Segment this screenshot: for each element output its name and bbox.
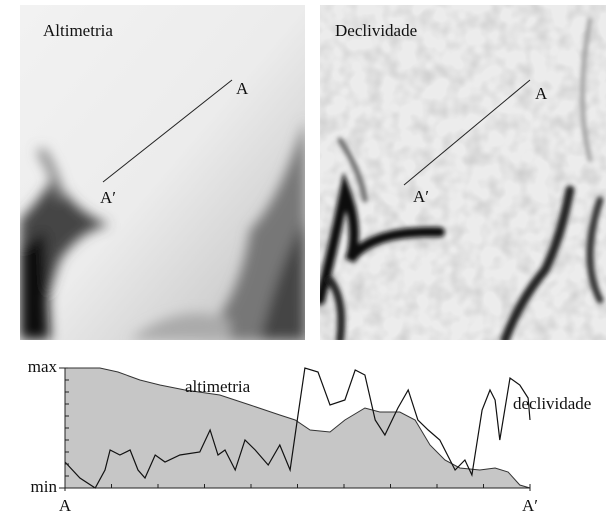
profile-chart: altimetria declividade min max A A′ [28, 357, 592, 515]
declividade-map [320, 5, 606, 340]
series-label: declividade [513, 394, 591, 413]
x-tick-label: A′ [522, 496, 538, 515]
point-label: A [236, 79, 249, 98]
point-label: A′ [413, 187, 429, 206]
panel-title: Declividade [335, 21, 417, 40]
point-label: A′ [100, 188, 116, 207]
y-tick-label: max [28, 357, 58, 376]
series-label: altimetria [185, 377, 251, 396]
altimetria-map [20, 5, 305, 340]
area-outline [65, 367, 531, 489]
y-tick-label: min [31, 477, 58, 496]
panel-title: Altimetria [43, 21, 113, 40]
point-label: A [535, 84, 548, 103]
x-tick-label: A [59, 496, 72, 515]
line [64, 367, 531, 489]
area [65, 368, 530, 488]
